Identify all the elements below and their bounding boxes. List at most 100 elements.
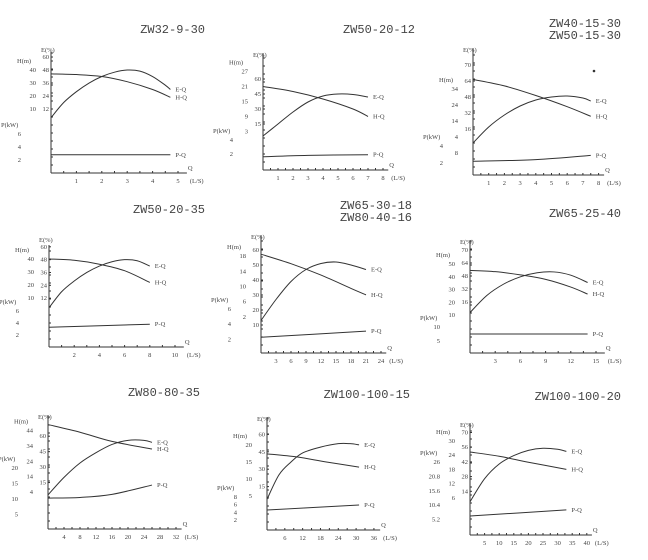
curve-label-e-q: E-Q bbox=[155, 263, 166, 270]
x-axis-label: Q bbox=[606, 345, 611, 352]
chart-plot: 1 2 3 4 5 (L/S)Q604836241240302010642E(%)H(m)… bbox=[1, 47, 204, 185]
e-tick-label: 48 bbox=[43, 67, 50, 74]
h-tick-label: 44 bbox=[27, 428, 34, 435]
x-tick-label: 9 bbox=[544, 358, 547, 365]
h-axis-label: H(m) bbox=[233, 433, 247, 440]
e-tick-label: 48 bbox=[41, 257, 48, 264]
p-tick-label: 10 bbox=[12, 496, 19, 503]
e-tick-label: 60 bbox=[255, 76, 262, 83]
curve-label-p-q: P-Q bbox=[593, 331, 604, 338]
x-tick-label: 36 bbox=[371, 535, 378, 542]
p-tick-label: 6 bbox=[234, 502, 238, 509]
h-tick-label: 40 bbox=[28, 256, 35, 263]
e-axis-label: E(%) bbox=[39, 237, 53, 244]
x-tick-label: 6 bbox=[566, 180, 570, 187]
chart-8: ZW100-100-15 6 12 18 24 30 36 (L/S) Q 60 45 30 15 20 1… bbox=[210, 375, 426, 560]
e-tick-label: 12 bbox=[43, 106, 50, 113]
h-tick-label: 24 bbox=[452, 102, 459, 109]
e-tick-label: 24 bbox=[41, 282, 48, 289]
curve-e-q bbox=[469, 447, 567, 503]
p-tick-label: 26 bbox=[434, 459, 441, 466]
x-tick-label: 3 bbox=[126, 178, 129, 185]
curve-label-h-q: H-Q bbox=[373, 114, 385, 121]
e-tick-label: 30 bbox=[40, 464, 47, 471]
x-axis-label: Q bbox=[593, 527, 598, 534]
x-tick-label: 4 bbox=[151, 178, 155, 185]
x-axis-label: Q bbox=[605, 167, 610, 174]
chart-2: ZW50-20-12 1 2 3 4 5 6 7 8 (L/S) Q 60 45 30 15 27 21 15 9 3… bbox=[210, 0, 426, 185]
curve-h-q bbox=[47, 424, 153, 450]
e-tick-label: 32 bbox=[465, 110, 472, 117]
h-tick-label: 40 bbox=[30, 67, 37, 74]
dot-mark bbox=[592, 69, 596, 73]
h-tick-label: 24 bbox=[27, 458, 34, 465]
curve-p-q bbox=[469, 509, 567, 517]
x-tick-label: 24 bbox=[141, 534, 148, 541]
curve-label-e-q: E-Q bbox=[373, 94, 384, 101]
curve-h-q bbox=[260, 253, 367, 296]
x-tick-label: 1 bbox=[75, 178, 78, 185]
x-tick-label: 15 bbox=[511, 540, 518, 547]
chart-plot: 3 6 9 12 15 (L/S) Q 70 64 48 32 16 50 40 30 20 10 10 5 E(%)… bbox=[420, 239, 622, 365]
curve-label-p-q: P-Q bbox=[364, 502, 375, 509]
curve-label-e-q: E-Q bbox=[175, 87, 186, 94]
h-tick-label: 10 bbox=[30, 106, 37, 113]
curve-h-q bbox=[472, 79, 591, 117]
p-tick-label: 4 bbox=[230, 137, 234, 144]
h-tick-label: 9 bbox=[245, 114, 248, 121]
x-tick-label: 2 bbox=[291, 175, 294, 182]
p-tick-label: 4 bbox=[16, 320, 20, 327]
curve-h-q bbox=[469, 451, 567, 470]
h-tick-label: 24 bbox=[449, 452, 456, 459]
x-axis-label: Q bbox=[381, 522, 386, 529]
x-axis-label: Q bbox=[389, 162, 394, 169]
curve-e-q bbox=[50, 69, 171, 118]
curve-label-p-q: P-Q bbox=[157, 482, 168, 489]
curve-label-h-q: H-Q bbox=[593, 291, 605, 298]
x-tick-label: 6 bbox=[123, 352, 127, 359]
x-tick-label: 3 bbox=[518, 180, 521, 187]
h-axis-label: H(m) bbox=[436, 429, 450, 436]
e-tick-label: 36 bbox=[41, 269, 48, 276]
x-unit-label: (L/S) bbox=[185, 534, 199, 541]
curve-e-q bbox=[48, 259, 151, 309]
chart-plot: 1 2 3 4 5 6 7 8 (L/S)Q7064483216342414442E(%)H(m… bbox=[423, 47, 621, 187]
x-tick-label: 24 bbox=[335, 535, 342, 542]
h-tick-label: 20 bbox=[30, 93, 37, 100]
x-tick-label: 2 bbox=[100, 178, 103, 185]
x-tick-label: 18 bbox=[317, 535, 324, 542]
chart-title-line: ZW65-25-40 bbox=[548, 207, 621, 221]
curve-h-q bbox=[262, 86, 369, 117]
h-tick-label: 10 bbox=[28, 295, 35, 302]
h-tick-label: 34 bbox=[452, 86, 459, 93]
p-tick-label: 10.4 bbox=[429, 502, 441, 509]
curve-label-e-q: E-Q bbox=[571, 448, 582, 455]
chart-3: ZW40-15-30 ZW50-15-30 1 2 3 4 5 6 7 8 (L/S) Q 70 64 48… bbox=[423, 0, 641, 187]
x-tick-label: 10 bbox=[172, 352, 179, 359]
x-tick-label: 1 bbox=[487, 180, 490, 187]
h-tick-label: 10 bbox=[246, 476, 253, 483]
curve-h-q bbox=[266, 453, 360, 468]
chart-9: ZW100-100-20 5 10 15 20 25 30 35 40 (L/S) Q 70 56 42 2… bbox=[420, 375, 641, 560]
e-axis-label: E(%) bbox=[463, 47, 477, 54]
h-tick-label: 15 bbox=[246, 459, 253, 466]
h-axis-label: H(m) bbox=[229, 60, 243, 67]
x-tick-label: 40 bbox=[584, 540, 591, 547]
curve-e-q bbox=[469, 271, 588, 313]
chart-title-line: ZW80-80-35 bbox=[127, 386, 200, 400]
x-unit-label: (L/S) bbox=[190, 178, 204, 185]
h-tick-label: 4 bbox=[455, 134, 459, 141]
h-axis-label: H(m) bbox=[227, 244, 241, 251]
e-axis-label: E(%) bbox=[257, 416, 271, 423]
h-tick-label: 21 bbox=[242, 84, 249, 91]
p-tick-label: 4 bbox=[440, 143, 444, 150]
e-axis-label: E(%) bbox=[460, 239, 474, 246]
x-tick-label: 16 bbox=[109, 534, 116, 541]
h-tick-label: 40 bbox=[449, 274, 456, 281]
x-tick-label: 2 bbox=[503, 180, 506, 187]
chart-7: ZW80-80-35 4 8 12 16 20 24 28 32 (L/S) Q 60 45 30 15 44… bbox=[0, 375, 216, 560]
h-tick-label: 30 bbox=[449, 438, 456, 445]
e-axis-label: E(%) bbox=[253, 52, 267, 59]
p-axis-label: P(kW) bbox=[0, 299, 16, 306]
p-tick-label: 4 bbox=[18, 144, 22, 151]
